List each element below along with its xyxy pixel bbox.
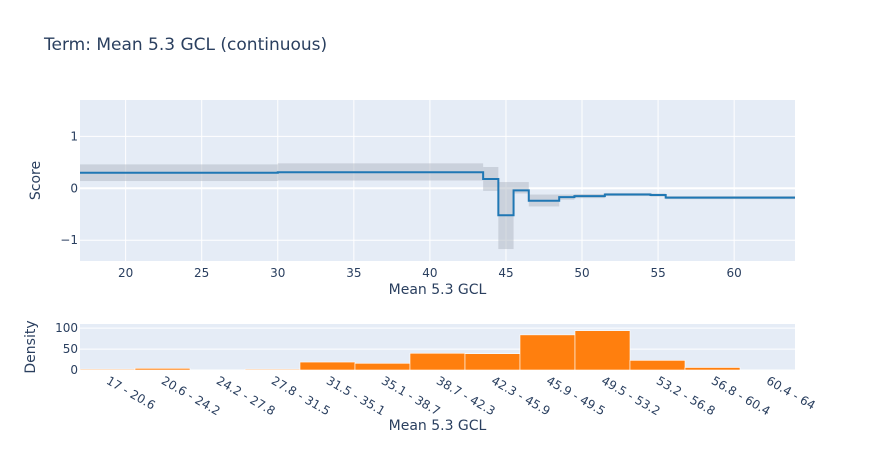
- top-x-tick-label: 20: [118, 266, 133, 280]
- bottom-x-tick-label: 56.8 - 60.4: [709, 373, 773, 418]
- density-bar: [354, 363, 411, 371]
- top-y-tick-label: −1: [60, 233, 78, 247]
- bottom-x-tick-label: 17 - 20.6: [104, 373, 158, 412]
- chart-title: Term: Mean 5.3 GCL (continuous): [43, 35, 327, 55]
- density-bar: [409, 352, 466, 371]
- density-bar: [629, 360, 686, 371]
- bottom-x-tick-labels: 17 - 20.6 20.6 - 24.224.2 - 27.827.8 - 31…: [104, 373, 818, 418]
- density-bars: [79, 330, 741, 371]
- bottom-y-tick-label: 0: [70, 363, 78, 377]
- bottom-x-tick-label: 27.8 - 31.5: [269, 373, 333, 418]
- top-x-tick-label: 25: [194, 266, 209, 280]
- top-y-tick-labels: 1 0 −1: [60, 129, 78, 247]
- bottom-y-axis-title: Density: [23, 320, 39, 373]
- top-gridlines: [80, 100, 795, 261]
- bottom-x-tick-label: 49.5 - 53.2: [599, 373, 663, 418]
- top-x-tick-label: 60: [727, 266, 742, 280]
- bottom-y-tick-label: 100: [55, 321, 78, 335]
- top-x-tick-label: 30: [270, 266, 285, 280]
- density-bar: [134, 368, 191, 371]
- bottom-x-tick-label: 20.6 - 24.2: [159, 373, 223, 418]
- top-x-tick-label: 40: [422, 266, 437, 280]
- bottom-x-tick-label: 53.2 - 56.8: [654, 373, 718, 418]
- density-bar: [464, 353, 521, 371]
- top-x-tick-labels: 20 25 30 35 40 45 50 55 60: [118, 266, 742, 280]
- density-bar: [574, 330, 631, 371]
- bottom-x-tick-label: 35.1 - 38.7: [379, 373, 443, 418]
- top-x-tick-label: 55: [650, 266, 665, 280]
- score-step-line: [80, 171, 795, 217]
- top-y-tick-label: 1: [70, 129, 78, 143]
- density-bar: [79, 368, 136, 371]
- confidence-band-segment: [513, 182, 529, 194]
- density-bar: [684, 367, 741, 371]
- density-bar: [519, 334, 576, 371]
- bottom-x-tick-label: 31.5 - 35.1: [324, 373, 388, 418]
- bottom-x-axis-title: Mean 5.3 GCL: [389, 418, 487, 434]
- bottom-y-tick-labels: 0 50 100: [55, 321, 78, 377]
- density-bar: [299, 361, 356, 371]
- top-x-tick-label: 35: [346, 266, 361, 280]
- bottom-x-tick-label: 45.9 - 49.5: [544, 373, 608, 418]
- score-line-path: [80, 171, 795, 217]
- density-bar: [244, 368, 301, 371]
- top-x-axis-title: Mean 5.3 GCL: [389, 282, 487, 298]
- top-y-axis-title: Score: [28, 161, 44, 200]
- bottom-y-tick-label: 50: [63, 342, 78, 356]
- bottom-x-tick-label: 24.2 - 27.8: [214, 373, 278, 418]
- bottom-x-tick-label: 38.7 - 42.3: [434, 373, 498, 418]
- top-y-tick-label: 0: [70, 181, 78, 195]
- bottom-x-tick-label: 42.3 - 45.9: [489, 373, 553, 418]
- top-x-tick-label: 45: [498, 266, 513, 280]
- top-x-tick-label: 50: [574, 266, 589, 280]
